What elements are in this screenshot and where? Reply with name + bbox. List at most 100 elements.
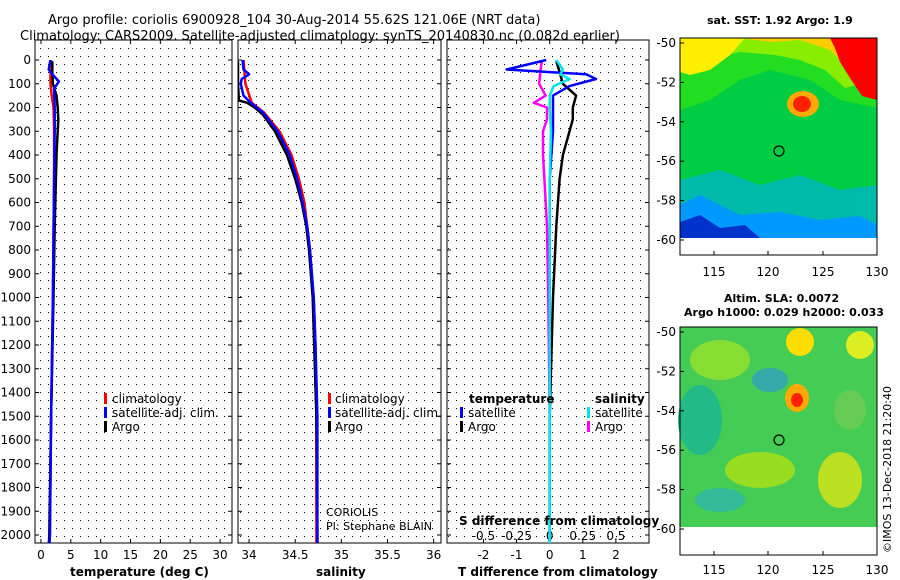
s-tick-label: -0.5 — [472, 529, 495, 543]
sst-no-data — [680, 238, 877, 255]
depth-tick-label: 800 — [8, 243, 31, 257]
depth-tick-label: 1700 — [0, 457, 31, 471]
lon-tick-label: 130 — [866, 265, 889, 279]
depth-tick-label: 1300 — [0, 362, 31, 376]
credit-institution: CORIOLIS — [326, 506, 378, 519]
lat-tick-label: -56 — [656, 154, 676, 168]
depth-tick-label: 1000 — [0, 291, 31, 305]
salinity-series-line — [238, 61, 319, 543]
s-difference-axis-label: S difference from climatology — [459, 514, 659, 528]
x-tick-label: 0 — [546, 548, 554, 562]
sla-anomaly — [786, 328, 814, 356]
x-tick-label: 36 — [426, 548, 441, 562]
lat-tick-label: -52 — [656, 364, 676, 378]
legend-swatch-satellite — [104, 407, 107, 418]
legend-swatch-climatology — [104, 393, 107, 404]
depth-tick-label: 700 — [8, 219, 31, 233]
salinity-panel: 34 34.5 35 35.5 36 — [238, 40, 441, 562]
legend-label: Argo — [112, 420, 140, 434]
x-tick-label: 5 — [67, 548, 75, 562]
legend-label: satellite-adj. clim. — [112, 406, 219, 420]
sla-anomaly — [818, 452, 862, 508]
difference-legend: temperature satellite Argo salinity sate… — [460, 392, 645, 434]
sla-map — [678, 326, 878, 556]
temperature-series-line — [47, 59, 61, 543]
sla-eddy-core — [791, 393, 803, 407]
depth-tick-label: 500 — [8, 172, 31, 186]
depth-tick-label: 600 — [8, 196, 31, 210]
x-tick-label: 10 — [93, 548, 108, 562]
sst-map-frame — [679, 37, 878, 256]
s-tick-label: 0.25 — [569, 529, 596, 543]
temperature-panel: 0 5 10 15 20 25 30 — [35, 40, 232, 562]
sla-map-frame — [679, 326, 878, 556]
sla-map-title: Altim. SLA: 0.0072 — [724, 292, 839, 305]
depth-tick-label: 300 — [8, 124, 31, 138]
sst-field-warm — [830, 38, 877, 100]
lon-tick-label: 120 — [757, 265, 780, 279]
depth-tick-labels: 0 100 200 300 400 500 600 700 800 900 1000 1100 1200… — [0, 53, 31, 542]
x-tick-label: 30 — [212, 548, 227, 562]
lon-tick-label: 130 — [866, 563, 889, 577]
grid — [239, 41, 440, 542]
sla-anomaly — [725, 452, 795, 488]
legend-label: Argo — [468, 420, 496, 434]
depth-tick-label: 1100 — [0, 314, 31, 328]
depth-tick-label: 0 — [23, 53, 31, 67]
depth-tick-label: 1900 — [0, 504, 31, 518]
legend-label: climatology — [112, 392, 182, 406]
depth-tick-label: 900 — [8, 267, 31, 281]
sst-eddy-core — [793, 96, 811, 112]
legend-label: satellite — [468, 406, 516, 420]
depth-tick-label: 200 — [8, 101, 31, 115]
s-tick-label: -0.25 — [501, 529, 532, 543]
lat-tick-label: -60 — [656, 233, 676, 247]
sla-anomaly — [695, 488, 745, 512]
salinity-series-line — [239, 59, 319, 543]
legend-swatch-temp-argo — [460, 421, 463, 432]
depth-tick-label: 1200 — [0, 338, 31, 352]
legend-swatch-sal-satellite — [587, 407, 590, 418]
difference-series-line — [548, 59, 571, 543]
lon-tick-label: 115 — [703, 563, 726, 577]
lat-tick-label: -60 — [656, 522, 676, 536]
lat-tick-label: -58 — [656, 194, 676, 208]
legend-label: satellite-adj. clim. — [335, 406, 442, 420]
x-tick-label: 34.5 — [282, 548, 309, 562]
sla-no-data — [680, 527, 877, 555]
x-tick-label: 35.5 — [374, 548, 401, 562]
lon-tick-label: 115 — [703, 265, 726, 279]
grid — [36, 41, 231, 542]
lon-tick-label: 125 — [812, 265, 835, 279]
lat-tick-label: -52 — [656, 75, 676, 89]
x-tick-label: 1 — [579, 548, 587, 562]
sla-anomaly — [678, 385, 722, 455]
legend-title-salinity: salinity — [595, 392, 645, 406]
lat-tick-label: -50 — [656, 325, 676, 339]
legend-label: Argo — [335, 420, 363, 434]
sla-anomaly — [846, 331, 874, 359]
x-tick-label: 35 — [334, 548, 349, 562]
difference-panel: -2 -1 0 1 2-0.5 -0.25 0 0.25 0.5 — [447, 40, 649, 562]
sst-field-cold — [680, 215, 760, 238]
sst-map — [679, 37, 878, 256]
sla-map-subtitle: Argo h1000: 0.029 h2000: 0.033 — [684, 306, 884, 319]
depth-tick-label: 400 — [8, 148, 31, 162]
lon-tick-label: 120 — [757, 563, 780, 577]
credit-pi: PI: Stephane BLAIN — [326, 520, 432, 533]
legend-swatch-argo — [104, 421, 107, 432]
lat-tick-label: -54 — [656, 404, 676, 418]
x-tick-label: 2 — [612, 548, 620, 562]
argo-position-marker — [773, 434, 785, 446]
legend-label: Argo — [595, 420, 623, 434]
legend-swatch-argo — [328, 421, 331, 432]
depth-tick-label: 2000 — [0, 528, 31, 542]
x-tick-label: 15 — [123, 548, 138, 562]
x-tick-label: -2 — [477, 548, 489, 562]
legend-swatch-satellite — [328, 407, 331, 418]
sst-field-band — [680, 38, 745, 75]
watermark: ©IMOS 13-Dec-2018 21:20:40 — [881, 386, 894, 553]
sla-map-ticks: -50 -52 -54 -56 -58 -60 115 120 125 130 — [656, 325, 888, 577]
lat-tick-label: -54 — [656, 115, 676, 129]
